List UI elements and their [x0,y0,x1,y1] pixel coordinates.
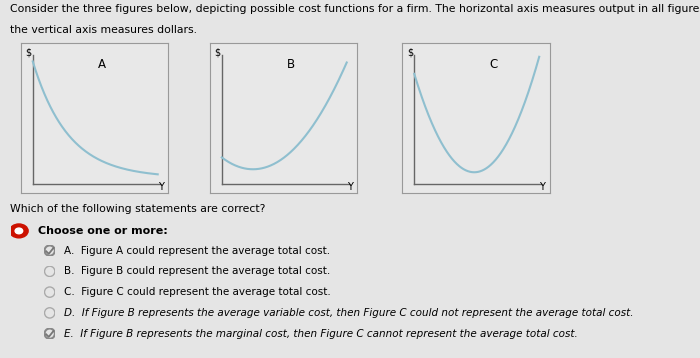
Circle shape [10,224,28,238]
Text: Y: Y [158,182,164,192]
Text: C.  Figure C could represent the average total cost.: C. Figure C could represent the average … [64,287,331,297]
Text: Y: Y [539,182,545,192]
Text: Consider the three figures below, depicting possible cost functions for a firm. : Consider the three figures below, depict… [10,4,700,14]
Text: $: $ [407,48,413,58]
Text: Choose one or more:: Choose one or more: [38,226,168,236]
Text: the vertical axis measures dollars.: the vertical axis measures dollars. [10,25,197,35]
Text: C: C [489,58,498,71]
Text: E.  If Figure B represents the marginal cost, then Figure C cannot represent the: E. If Figure B represents the marginal c… [64,329,578,339]
Circle shape [15,228,22,234]
Text: $: $ [25,48,32,58]
Text: Which of the following statements are correct?: Which of the following statements are co… [10,204,266,214]
Text: B: B [287,58,295,71]
Text: D.  If Figure B represents the average variable cost, then Figure C could not re: D. If Figure B represents the average va… [64,308,634,318]
Text: B.  Figure B could represent the average total cost.: B. Figure B could represent the average … [64,266,330,276]
Text: A: A [98,58,106,71]
Text: $: $ [214,48,220,58]
Text: A.  Figure A could represent the average total cost.: A. Figure A could represent the average … [64,246,330,256]
Text: Y: Y [346,182,353,192]
